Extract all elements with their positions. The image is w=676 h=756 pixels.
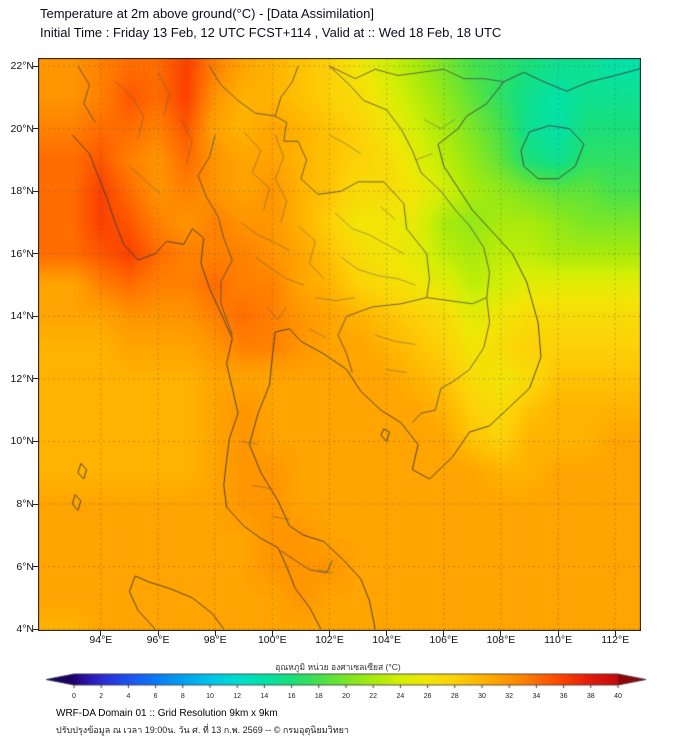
x-axis-tick-label: 100°E [257,634,287,646]
x-axis-tick-mark [100,631,102,636]
y-axis-tick-label: 10°N [10,435,34,448]
colorbar-tick-label: 6 [153,693,158,700]
y-axis-tick-label: 22°N [10,60,34,73]
colorbar-tick-label: 28 [450,693,459,700]
x-axis-tick-label: 110°E [544,634,573,646]
colorbar-tick-label: 38 [586,693,595,700]
x-axis-tick-label: 112°E [601,634,630,646]
colorbar-tick-label: 4 [126,693,131,700]
y-axis-tick-mark [33,190,38,192]
y-axis-tick-label: 18°N [10,185,34,198]
y-axis-tick-mark [33,503,38,505]
footer-update-info: ปรับปรุงข้อมูล ณ เวลา 19:00น. วัน ศ. ที่… [56,725,349,735]
colorbar [42,673,650,689]
x-axis-tick-mark [271,631,273,636]
x-axis-tick-label: 106°E [429,634,459,646]
x-axis-tick-label: 102°E [315,634,344,646]
x-axis-tick-label: 94°E [89,634,113,646]
x-axis-tick-label: 98°E [203,634,227,646]
y-axis-tick-mark [33,315,38,317]
colorbar-tick-label: 16 [287,693,296,700]
colorbar-tick-label: 8 [180,693,185,700]
colorbar-tick-label: 22 [369,693,378,700]
y-axis-tick-label: 6°N [16,560,34,573]
colorbar-tick-label: 18 [314,693,323,700]
x-axis-tick-mark [557,631,559,636]
y-axis-tick-mark [33,378,38,380]
temperature-map-canvas [38,58,641,631]
y-axis-tick-label: 4°N [16,623,34,636]
y-axis-tick-mark [33,65,38,67]
colorbar-tick-label: 2 [99,693,104,700]
x-axis-tick-mark [157,631,159,636]
colorbar-tick-label: 0 [72,693,76,700]
colorbar-tick-label: 12 [233,693,242,700]
x-axis-tick-mark [500,631,502,636]
x-axis-tick-mark [614,631,616,636]
colorbar-tick-label: 30 [478,693,486,700]
y-axis-tick-label: 20°N [10,122,34,135]
colorbar-tick-label: 20 [342,693,350,700]
colorbar-tick-label: 36 [559,693,568,700]
colorbar-tick-label: 32 [505,693,514,700]
colorbar-tick-label: 14 [260,693,269,700]
y-axis-tick-label: 16°N [10,247,34,260]
colorbar-tick-label: 40 [614,693,622,700]
y-axis-tick-mark [33,440,38,442]
footer-domain-info: WRF-DA Domain 01 :: Grid Resolution 9km … [56,708,278,719]
colorbar-tick-label: 26 [423,693,432,700]
x-axis-tick-mark [443,631,445,636]
x-axis-tick-label: 104°E [372,634,401,646]
y-axis-tick-mark [33,128,38,130]
y-axis-tick-label: 12°N [10,372,34,385]
x-axis-tick-label: 108°E [486,634,516,646]
colorbar-label: อุณหภูมิ หน่วย องศาเซลเซียส (°C) [275,662,401,672]
colorbar-canvas [42,673,650,689]
colorbar-tick-label: 24 [396,693,405,700]
x-axis-tick-mark [386,631,388,636]
x-axis-tick-label: 96°E [146,634,170,646]
map-plot-area [38,58,641,631]
colorbar-tick-label: 10 [206,693,214,700]
y-axis-tick-mark [33,628,38,630]
y-axis-tick-mark [33,566,38,568]
page-subtitle: Initial Time : Friday 13 Feb, 12 UTC FCS… [40,25,502,40]
y-axis-tick-label: 8°N [16,498,34,510]
y-axis-tick-label: 14°N [10,310,34,323]
x-axis-tick-mark [214,631,216,636]
y-axis-tick-mark [33,253,38,255]
colorbar-tick-label: 34 [532,693,541,700]
page-title: Temperature at 2m above ground(°C) - [Da… [40,6,374,21]
x-axis-tick-mark [328,631,330,636]
